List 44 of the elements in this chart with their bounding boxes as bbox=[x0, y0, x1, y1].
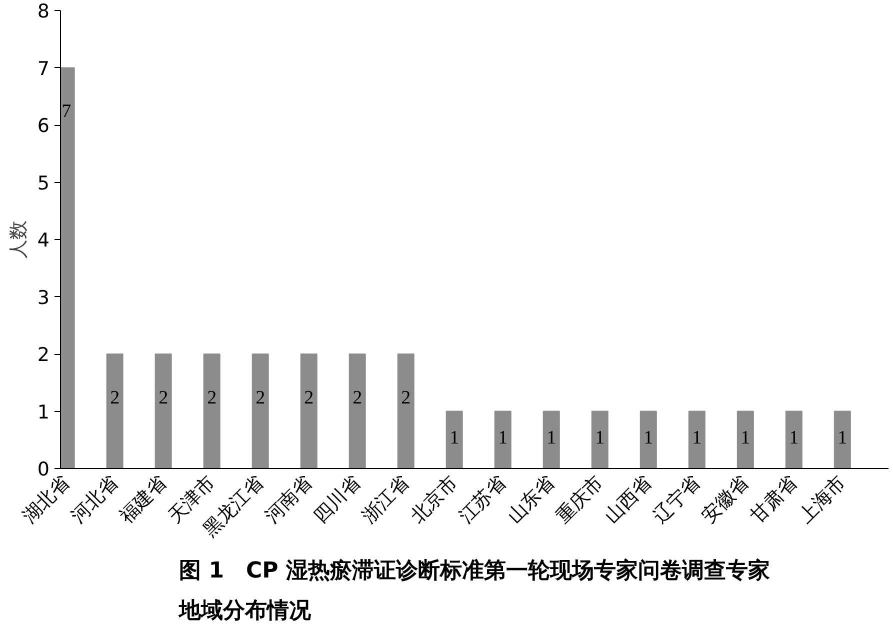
data-label: 2 bbox=[110, 387, 120, 408]
y-tick-label: 4 bbox=[37, 230, 50, 252]
bar bbox=[203, 354, 220, 468]
bar bbox=[397, 354, 414, 468]
data-label: 2 bbox=[256, 387, 266, 408]
data-label: 1 bbox=[789, 428, 799, 449]
y-tick-label: 2 bbox=[37, 344, 50, 366]
bar bbox=[591, 410, 608, 468]
data-label: 2 bbox=[158, 387, 168, 408]
bar bbox=[446, 410, 463, 468]
data-label: 1 bbox=[595, 428, 605, 449]
bar bbox=[834, 410, 851, 468]
bar bbox=[106, 354, 124, 468]
bar bbox=[785, 410, 802, 468]
bar bbox=[300, 354, 318, 468]
data-label: 1 bbox=[740, 428, 750, 449]
bar bbox=[348, 354, 366, 468]
bar bbox=[154, 354, 172, 468]
data-label: 2 bbox=[304, 387, 314, 408]
data-label: 1 bbox=[838, 428, 848, 449]
y-tick-label: 6 bbox=[37, 115, 50, 137]
bar bbox=[640, 410, 657, 468]
data-label: 2 bbox=[401, 387, 411, 408]
bar bbox=[542, 410, 560, 468]
text: 图 1 CP 湿热瘀滞证诊断标准第一轮现场专家问卷调查专家地域分布情况 bbox=[178, 558, 770, 624]
data-label: 1 bbox=[450, 428, 460, 449]
data-label: 1 bbox=[644, 428, 654, 449]
y-tick-label: 1 bbox=[37, 401, 50, 424]
bar bbox=[736, 410, 754, 468]
bar bbox=[252, 354, 269, 468]
y-tick-label: 8 bbox=[37, 0, 50, 22]
y-tick-label: 5 bbox=[37, 172, 50, 194]
data-label: 2 bbox=[352, 387, 362, 408]
bar bbox=[494, 410, 512, 468]
data-label: 1 bbox=[498, 428, 508, 449]
y-tick-label: 0 bbox=[37, 458, 50, 480]
data-label: 2 bbox=[207, 387, 217, 408]
bar bbox=[688, 410, 706, 468]
y-tick-label: 7 bbox=[37, 58, 50, 80]
data-label: 1 bbox=[692, 428, 702, 449]
y-tick-label: 3 bbox=[37, 286, 50, 309]
data-label: 1 bbox=[546, 428, 556, 449]
data-label: 7 bbox=[62, 101, 72, 122]
y-axis-title: 人数 bbox=[7, 220, 30, 258]
